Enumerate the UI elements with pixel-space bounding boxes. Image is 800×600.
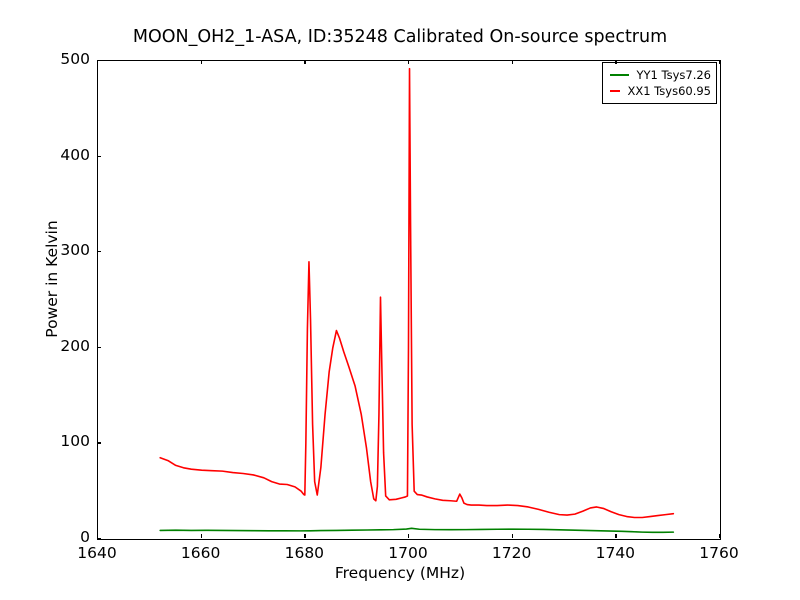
series-line-yy1 xyxy=(159,527,675,534)
x-tick-mark xyxy=(615,534,617,538)
y-axis-title: Power in Kelvin xyxy=(43,220,61,338)
legend-swatch-yy1 xyxy=(610,74,630,76)
plot-axes-frame: YY1 Tsys7.26 XX1 Tsys60.95 xyxy=(97,60,721,540)
spectrum-plot xyxy=(159,67,675,534)
x-tick-mark-top xyxy=(200,60,202,64)
x-tick-label: 1700 xyxy=(388,544,428,562)
x-tick-mark-top xyxy=(719,60,721,64)
x-tick-label: 1760 xyxy=(699,544,739,562)
x-tick-mark xyxy=(97,534,99,538)
x-tick-mark-top xyxy=(97,60,99,64)
x-tick-mark-top xyxy=(615,60,617,64)
x-tick-mark xyxy=(200,534,202,538)
y-tick-mark xyxy=(97,346,101,348)
y-tick-label: 400 xyxy=(60,145,90,164)
y-tick-mark xyxy=(97,155,101,157)
x-tick-mark-top xyxy=(408,60,410,64)
y-tick-mark xyxy=(97,442,101,444)
legend-box[interactable]: YY1 Tsys7.26 XX1 Tsys60.95 xyxy=(602,62,717,104)
x-tick-mark xyxy=(719,534,721,538)
legend-item[interactable]: XX1 Tsys60.95 xyxy=(608,83,711,99)
y-tick-label: 300 xyxy=(60,241,90,260)
x-tick-label: 1660 xyxy=(180,544,221,562)
y-tick-label: 100 xyxy=(60,432,90,451)
x-tick-mark xyxy=(408,534,410,538)
x-tick-label: 1680 xyxy=(284,544,325,562)
legend-label-xx1: XX1 Tsys60.95 xyxy=(627,84,711,98)
y-axis-title-wrapper: Power in Kelvin xyxy=(22,0,61,600)
legend-item[interactable]: YY1 Tsys7.26 xyxy=(608,67,711,83)
y-tick-label: 500 xyxy=(60,50,90,68)
y-tick-mark xyxy=(97,251,101,253)
legend-label-yy1: YY1 Tsys7.26 xyxy=(636,68,711,82)
x-tick-mark-top xyxy=(304,60,306,64)
x-tick-label: 1720 xyxy=(491,544,532,562)
y-tick-mark xyxy=(97,538,101,540)
series-line-xx1 xyxy=(159,67,675,519)
x-tick-mark xyxy=(304,534,306,538)
x-tick-label: 1640 xyxy=(77,544,117,562)
x-axis-title: Frequency (MHz) xyxy=(334,564,466,582)
y-tick-mark xyxy=(97,60,101,62)
y-tick-label: 200 xyxy=(60,336,90,355)
legend-swatch-xx1 xyxy=(610,90,621,92)
x-tick-mark-top xyxy=(511,60,513,64)
y-tick-label: 0 xyxy=(80,528,90,546)
series-group xyxy=(159,67,675,534)
y-axis-tick-labels: 0 100 200 300 400 500 xyxy=(20,0,90,600)
chart-title: MOON_OH2_1-ASA, ID:35248 Calibrated On-s… xyxy=(132,27,668,47)
x-tick-label: 1740 xyxy=(595,544,636,562)
x-tick-mark xyxy=(511,534,513,538)
